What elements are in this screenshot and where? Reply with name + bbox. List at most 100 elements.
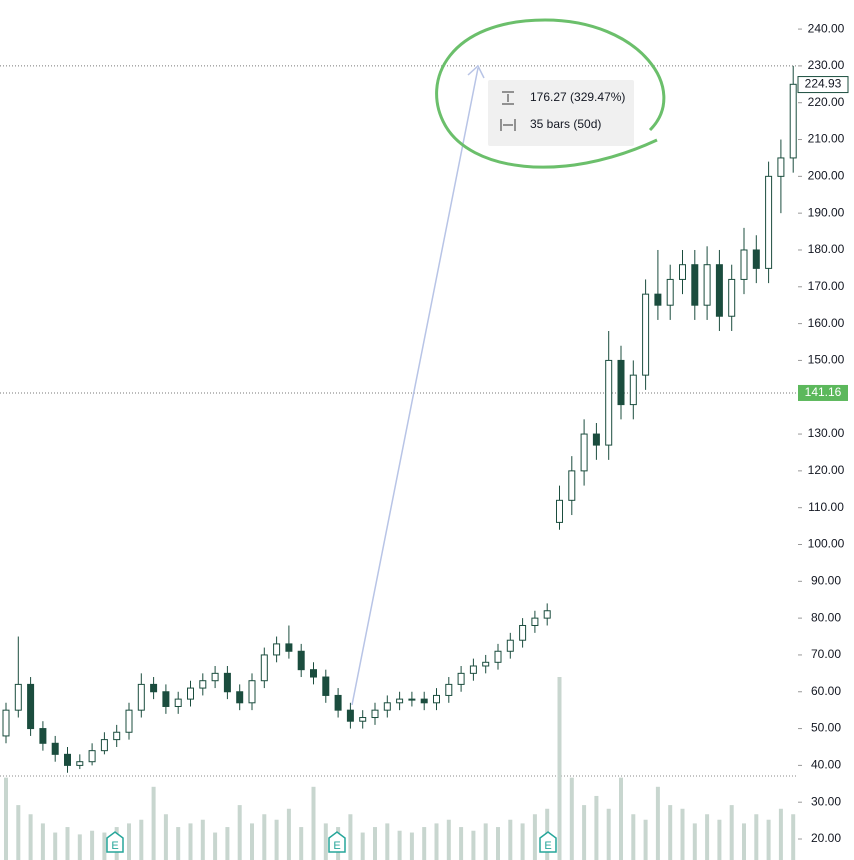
candle-body — [383, 702, 391, 711]
volume-bar — [434, 823, 439, 860]
y-tick-label: 130.00 — [808, 426, 845, 440]
candle-body — [150, 683, 158, 693]
volume-bar — [717, 819, 722, 860]
y-tick-label: 170.00 — [808, 279, 845, 293]
volume-bar — [373, 827, 377, 860]
volume-bar — [471, 830, 476, 860]
volume-bar — [385, 823, 390, 860]
volume-bar — [77, 834, 82, 860]
y-tick-label: 210.00 — [808, 132, 845, 146]
candle-body — [556, 499, 563, 523]
candle-body — [752, 249, 760, 269]
candle-body — [322, 676, 330, 696]
y-tick-label: 20.00 — [811, 831, 841, 845]
y-tick-label: 230.00 — [808, 58, 845, 72]
volume-bar — [250, 823, 254, 860]
earnings-label: E — [333, 840, 340, 852]
volume-bar — [127, 823, 131, 860]
candle-body — [654, 293, 662, 306]
volume-bar — [299, 827, 304, 860]
candle-body — [64, 753, 71, 766]
candle-body — [420, 698, 428, 704]
last-price-label: 224.93 — [805, 77, 842, 91]
price-pane — [0, 65, 798, 773]
candle-body — [334, 694, 342, 711]
candle-body — [248, 680, 256, 704]
candle-body — [236, 691, 244, 704]
y-tick-label: 160.00 — [808, 316, 845, 330]
candle-body — [715, 264, 723, 317]
candle-body — [162, 691, 170, 707]
volume-bar — [742, 823, 746, 860]
candle-body — [408, 698, 416, 701]
volume-bar — [532, 814, 537, 860]
candle-body — [27, 683, 35, 730]
volume-bar — [705, 814, 710, 860]
candle-body — [125, 709, 133, 733]
volume-bar — [16, 805, 21, 860]
candle-body — [187, 687, 194, 700]
candle-body — [211, 672, 219, 682]
candle-body — [100, 739, 108, 752]
candle-body — [457, 672, 465, 685]
volume-bar — [348, 814, 353, 860]
volume-bar — [594, 795, 599, 860]
y-tick-label: 60.00 — [811, 684, 841, 698]
volume-bar — [754, 814, 759, 860]
candle-body — [789, 83, 797, 159]
candle-body — [14, 683, 22, 711]
candle-body — [273, 643, 281, 656]
volume-bar — [4, 777, 8, 860]
volume-bar — [778, 808, 783, 860]
y-tick-label: 110.00 — [808, 500, 844, 514]
candle-body — [580, 433, 588, 472]
candle-body — [506, 639, 514, 652]
volume-bar — [422, 827, 427, 860]
earnings-label: E — [111, 840, 118, 852]
candle-body — [310, 669, 317, 678]
volume-bar — [606, 808, 611, 860]
icon-width — [500, 119, 516, 131]
volume-bar — [188, 823, 193, 860]
y-tick-label: 240.00 — [808, 21, 845, 35]
volume-bar — [163, 814, 168, 860]
volume-bar — [680, 808, 685, 860]
candle-body — [346, 709, 354, 722]
volume-bar — [397, 830, 402, 860]
volume-bar — [28, 814, 33, 860]
volume-bar — [237, 805, 242, 860]
candle-body — [199, 680, 207, 689]
candle-body — [469, 665, 477, 674]
y-tick-label: 200.00 — [808, 169, 845, 183]
volume-bar — [409, 832, 414, 860]
volume-bar — [200, 819, 205, 860]
candle-body — [543, 610, 551, 619]
y-tick-label: 100.00 — [808, 537, 845, 551]
candle-body — [359, 717, 367, 722]
volume-bar — [446, 819, 451, 860]
candle-body — [494, 650, 502, 663]
volume-bar — [520, 823, 525, 860]
candle-body — [285, 643, 293, 652]
candle-body — [777, 157, 785, 177]
candle-body — [223, 672, 231, 693]
volume-bar — [139, 819, 144, 860]
candle-body — [445, 683, 453, 696]
volume-bar — [496, 827, 500, 860]
candle-body — [39, 728, 47, 744]
highlight-circle — [435, 18, 666, 169]
measure-range: 35 bars (50d) — [530, 117, 601, 131]
y-tick-label: 50.00 — [811, 721, 841, 735]
candle-body — [765, 175, 773, 269]
volume-bar — [225, 827, 230, 860]
volume-bar — [262, 814, 267, 860]
earnings-label: E — [544, 840, 551, 852]
candle-body — [76, 761, 84, 766]
volume-bar — [176, 827, 181, 860]
volume-bar — [53, 832, 58, 860]
volume-bar — [151, 786, 156, 860]
y-tick-label: 40.00 — [811, 758, 841, 772]
volume-bar — [643, 819, 648, 860]
volume-bar — [102, 832, 107, 860]
